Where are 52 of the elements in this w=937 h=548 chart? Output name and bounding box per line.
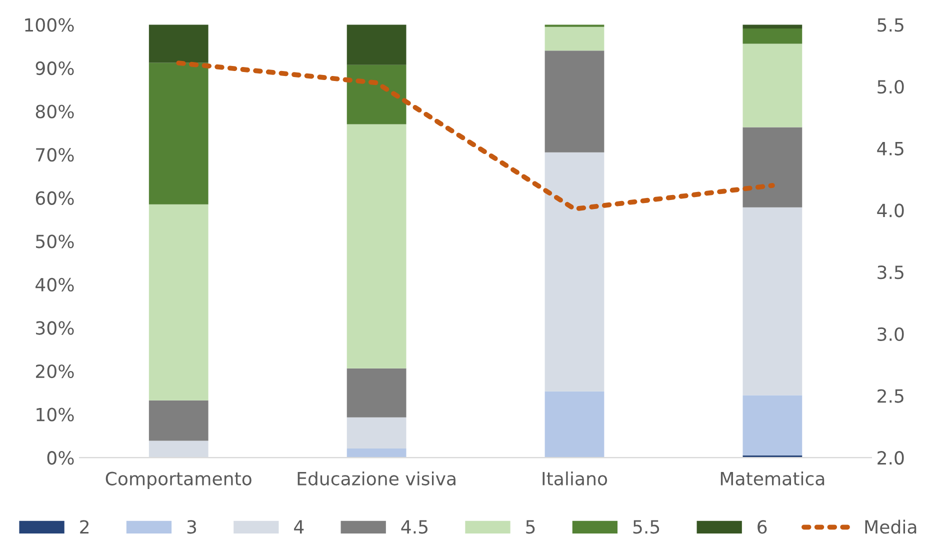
x-tick-label: Educazione visiva xyxy=(298,471,456,486)
y-tick-label: 40% xyxy=(36,278,74,292)
bar xyxy=(346,368,406,418)
legend-label: 5.5 xyxy=(633,520,660,534)
bar xyxy=(544,152,604,392)
legend-label: 4.5 xyxy=(401,520,428,534)
y-tick-label: 10% xyxy=(36,408,74,422)
bar xyxy=(148,24,208,63)
y-tick-label: 90% xyxy=(36,61,74,76)
y2-tick-label: 5.5 xyxy=(878,18,904,32)
bar xyxy=(742,207,802,396)
line-series xyxy=(176,60,775,212)
y-tick-label: 30% xyxy=(36,321,74,335)
bar xyxy=(742,395,802,456)
y-tick-label: 50% xyxy=(36,234,74,248)
y2-tick-label: 3.5 xyxy=(878,266,904,280)
bar xyxy=(148,400,208,441)
bar xyxy=(346,448,406,458)
y2-tick-label: 4.0 xyxy=(877,204,904,218)
legend-label: 6 xyxy=(758,520,767,534)
legend-label: Media xyxy=(865,520,916,534)
legend-label: 2 xyxy=(80,520,88,534)
bar xyxy=(742,24,802,29)
y-tick-label: 70% xyxy=(36,148,74,162)
bar xyxy=(148,204,208,400)
bar xyxy=(346,124,406,368)
y-tick-label: 60% xyxy=(36,191,74,205)
bar xyxy=(544,50,604,152)
x-tick-label: Comportamento xyxy=(106,472,252,489)
bar xyxy=(544,26,604,51)
x-tick-label: Italiano xyxy=(542,471,608,486)
x-tick-label: Matematica xyxy=(720,471,824,486)
y2-tick-label: 3.0 xyxy=(878,327,904,342)
y2-tick-label: 2.5 xyxy=(878,389,904,403)
y-tick-label: 100% xyxy=(25,18,74,32)
legend-label: 5 xyxy=(526,520,535,534)
y-tick-label: 20% xyxy=(36,364,74,378)
bar xyxy=(148,62,208,204)
bar xyxy=(742,127,802,208)
bar xyxy=(742,28,802,44)
bar xyxy=(544,391,604,458)
bar xyxy=(742,44,802,128)
y2-tick-label: 4.5 xyxy=(877,142,904,156)
bar xyxy=(346,64,406,124)
bar xyxy=(346,417,406,448)
y-tick-label: 80% xyxy=(36,104,74,118)
legend-label: 4 xyxy=(294,520,304,534)
y-tick-label: 0% xyxy=(47,451,74,465)
bar xyxy=(346,24,406,65)
legend-label: 3 xyxy=(187,520,196,534)
y2-tick-label: 5.0 xyxy=(878,80,904,94)
y2-tick-label: 2.0 xyxy=(878,451,904,465)
